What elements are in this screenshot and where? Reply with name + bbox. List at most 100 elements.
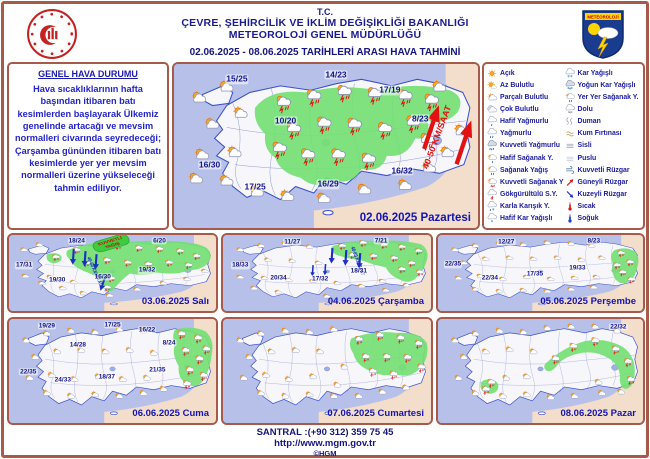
map-monday: 40-50 KM/SAAT 15/25 14/23 17/19 10/20 8/… — [172, 62, 480, 230]
smoke-icon — [565, 117, 572, 126]
heavy-rain-banner: KUVVETLİ YAĞIŞ — [92, 235, 130, 253]
legend-label: Az Bulutlu — [500, 81, 535, 89]
legend-label: Dolu — [577, 105, 593, 113]
fog-icon — [565, 144, 574, 149]
legend-item: Güneyli Rüzgar — [564, 176, 642, 188]
legend-item: Kar Yağışlı — [564, 67, 642, 79]
general-situation-text: Hava sıcaklıklarının hafta başından itib… — [14, 84, 162, 193]
cloud-drops-icon — [487, 128, 497, 139]
temp-label: 16/22 — [137, 326, 157, 334]
legend-label: Hafif Kar Yağışlı — [500, 215, 553, 223]
legend-label: Güneyli Rüzgar — [577, 178, 629, 186]
sun-cloud-heavy-rain-icon — [487, 177, 497, 188]
ministry-emblem-icon — [27, 9, 77, 59]
legend-left-column: Açık Az Bulutlu Parçalı Bulutlu Çok Bulutlu… — [486, 67, 564, 225]
general-situation-title: GENEL HAVA DURUMU — [38, 69, 138, 79]
temp-label: 22/35 — [443, 260, 463, 268]
temp-label: 17/25 — [103, 320, 122, 329]
temp-label: 17/35 — [525, 269, 545, 278]
legend-item: Çok Bulutlu — [486, 103, 564, 115]
legend-label: Kuvvetli Sağanak Y — [500, 178, 564, 186]
map-saturday: 07.06.2025 Cumartesi — [221, 317, 433, 425]
strong-wind-icon — [565, 165, 574, 174]
map-date-label: 06.06.2025 Cuma — [132, 408, 209, 419]
legend-label: Kar Yağışlı — [577, 69, 613, 77]
legend-label: Kum Fırtınası — [577, 130, 622, 138]
legend-item: Kuvvetli Sağanak Y — [486, 176, 564, 188]
temp-label: 16/29 — [316, 178, 340, 189]
sun-cloud-icon — [487, 92, 498, 101]
legend-item: Yer Yer Sağanak Y. — [564, 91, 642, 103]
legend-label: Karla Karışık Y. — [500, 203, 550, 211]
map-date-label: 08.06.2025 Pazar — [560, 408, 636, 419]
sand-storm-icon — [565, 131, 574, 137]
sun-cloud-drops-icon — [564, 92, 575, 103]
cold-thermometer-icon — [567, 214, 572, 224]
map-sunday: 22/32 08.06.2025 Pazar — [436, 317, 645, 425]
legend-item: Dolu — [564, 103, 642, 115]
legend-item: Kum Fırtınası — [564, 128, 642, 140]
legend-label: Gökgürültülü S.Y. — [500, 191, 558, 199]
legend-label: Yoğun Kar Yağışlı — [577, 81, 636, 89]
temp-label: 16/32 — [390, 165, 414, 176]
footer-phone: SANTRAL :(+90 312) 359 75 45 — [256, 427, 394, 438]
temp-label: 19/30 — [48, 276, 67, 284]
legend-label: Sisli — [577, 142, 592, 150]
legend-label: Kuvvetli Rüzgar — [577, 166, 630, 174]
legend-label: Kuzeyli Rüzgar — [577, 191, 627, 199]
general-situation-panel: GENEL HAVA DURUMU Hava sıcaklıklarının h… — [7, 62, 169, 230]
sun-cloud-drop-icon — [487, 153, 497, 163]
precipitation-area — [173, 327, 213, 387]
footer-url: http://www.mgm.gov.tr — [274, 438, 376, 449]
legend-label: Soğuk — [577, 215, 599, 223]
svg-text:METEOROLOJİ: METEOROLOJİ — [587, 14, 618, 19]
precipitation-area — [349, 332, 428, 376]
temp-label: 8/23 — [586, 237, 602, 245]
north-wind-arrow-icon — [565, 191, 574, 199]
legend-item: Hafif Sağanak Y. — [486, 152, 564, 164]
legend-label: Kuvvetli Yağmurlu — [500, 142, 560, 150]
legend-item: Açık — [486, 67, 564, 79]
precipitation-area — [544, 339, 635, 389]
legend-item: Yağmurlu — [486, 128, 564, 140]
temp-label: 20/34 — [269, 273, 288, 282]
cloud-snow-heavy-icon — [565, 79, 575, 90]
legend-label: Puslu — [577, 154, 597, 162]
cloud-lightning-icon — [487, 189, 497, 201]
map-tuesday: 40-60 KM/SAAT KUVVETLİ YAĞIŞ 18/24 6/20 … — [7, 233, 218, 313]
legend-label: Parçalı Bulutlu — [500, 93, 549, 101]
cloud-snow-icon — [565, 67, 575, 78]
precipitation-area — [611, 248, 639, 284]
header-ministry: ÇEVRE, ŞEHİRCİLİK VE İKLİM DEĞİŞİKLİĞİ B… — [181, 17, 469, 29]
temp-label: 24/33 — [53, 376, 72, 384]
legend-item: Puslu — [564, 152, 642, 164]
temp-label: 15/25 — [225, 73, 249, 84]
legend-item: Duman — [564, 116, 642, 128]
legend-item: Sağanak Yağış — [486, 164, 564, 176]
legend-item: Yoğun Kar Yağışlı — [564, 79, 642, 91]
legend-item: Kuvvetli Rüzgar — [564, 164, 642, 176]
temp-label: 8/23 — [410, 112, 430, 124]
legend-label: Sıcak — [577, 203, 596, 211]
cloud-heavy-rain-icon — [487, 140, 497, 152]
legend-label: Hafif Yağmurlu — [500, 118, 549, 126]
temp-label: 18/31 — [349, 267, 368, 276]
sun-icon — [487, 68, 497, 78]
map-date-label: 03.06.2025 Salı — [141, 296, 209, 307]
legend-item: Gökgürültülü S.Y. — [486, 189, 564, 201]
legend-item: Karla Karışık Y. — [486, 201, 564, 213]
cloud-hail-icon — [565, 104, 575, 114]
legend-item: Kuzeyli Rüzgar — [564, 189, 642, 201]
temp-label: 14/23 — [324, 69, 348, 80]
header-directorate: METEOROLOJİ GENEL MÜDÜRLÜĞÜ — [228, 29, 422, 41]
temp-label: 7/21 — [373, 237, 389, 245]
temp-label: 17/19 — [378, 84, 402, 95]
cloud-drop-icon — [487, 116, 497, 127]
map-date-label: 07.06.2025 Cumartesi — [327, 408, 424, 419]
temp-label: 14/28 — [68, 341, 88, 349]
south-wind-arrow-icon — [565, 178, 574, 186]
map-date-label: 02.06.2025 Pazartesi — [359, 212, 471, 224]
temp-label: 16/30 — [197, 158, 222, 170]
map-thursday: 12/27 8/23 22/35 22/34 17/35 19/33 05.06… — [436, 233, 645, 313]
